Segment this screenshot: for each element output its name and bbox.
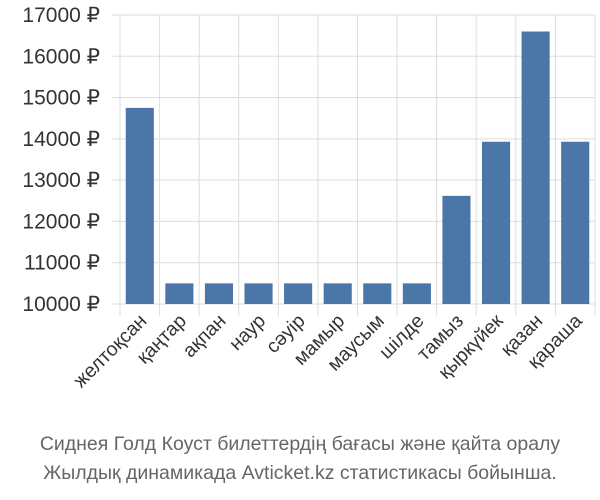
bar [363,283,392,304]
y-tick-label: 12000 ₽ [22,210,100,233]
bar [284,283,313,304]
grid-lines [112,14,596,316]
bar [442,195,471,304]
bar [481,141,511,304]
bar-chart: 10000 ₽ 11000 ₽ 12000 ₽ 13000 ₽ 14000 ₽ 15000… [22,4,596,392]
bar [521,31,550,305]
x-tick-label: наур [225,310,270,355]
y-tick-label: 11000 ₽ [24,252,100,275]
x-tick-labels: желтоқсанқаңтарақпаннаурсәуірмамырмаусым… [69,310,587,392]
caption-line-1: Сиднея Голд Коуст билеттердің бағасы жән… [39,433,561,455]
bar [204,283,234,304]
bar [165,283,194,304]
y-tick-label: 14000 ₽ [22,128,100,151]
x-tick-label: ақпан [178,310,230,362]
bar [323,283,352,304]
y-tick-label: 10000 ₽ [22,293,100,316]
bar [244,283,273,304]
y-tick-label: 17000 ₽ [22,4,100,27]
y-tick-label: 16000 ₽ [22,45,100,68]
y-tick-labels: 10000 ₽ 11000 ₽ 12000 ₽ 13000 ₽ 14000 ₽ 15000… [22,4,100,316]
caption-line-2: Жылдық динамикада Avticket.kz статистика… [43,462,557,484]
bars [125,31,590,305]
bar [561,141,590,304]
bar [402,283,431,304]
y-tick-label: 15000 ₽ [22,87,100,110]
bar [125,107,154,305]
y-tick-label: 13000 ₽ [22,169,100,192]
